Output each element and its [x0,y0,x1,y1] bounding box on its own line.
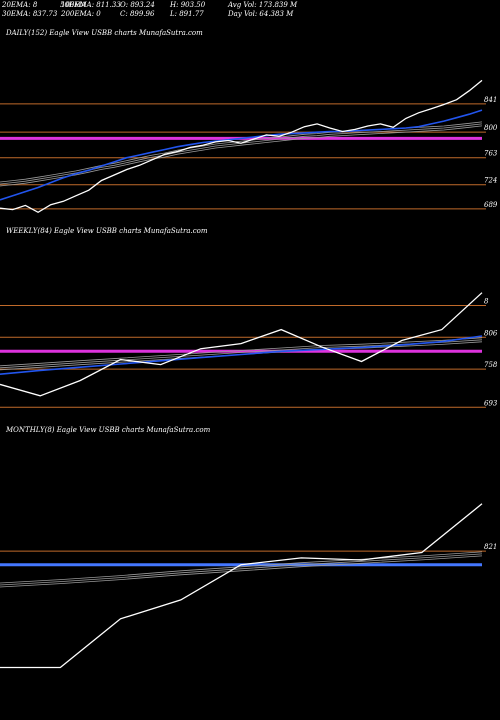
weekly-ema-short-line [0,335,483,375]
day-vol-stat: Day Vol: 64.383 M [227,10,294,18]
close-stat: C: 899.96 [120,10,155,18]
weekly-y-label: 758 [484,361,498,369]
weekly-chart-title: WEEKLY(84) Eagle View USBB charts Munafa… [6,227,208,235]
ema100-stat: 100EMA: 811.33 [61,1,121,9]
weekly-y-label: 8 [484,297,489,305]
daily-y-label: 800 [484,124,498,132]
daily-y-label: 841 [484,96,497,104]
monthly-chart-panel: MONTHLY(8) Eagle View USBB charts Munafa… [0,426,497,669]
daily-y-label: 689 [484,201,498,209]
daily-chart-title: DAILY(152) Eagle View USBB charts Munafa… [5,29,203,37]
daily-chart-panel: DAILY(152) Eagle View USBB charts Munafa… [0,29,498,214]
ema200-stat: 200EMA: 0 [60,10,101,18]
avg-vol-stat: Avg Vol: 173.839 M [227,1,298,9]
daily-ema-short-line [0,109,483,201]
weekly-price-line [0,292,483,397]
monthly-ema-long-line [0,551,483,584]
daily-price-line [0,79,483,214]
weekly-y-label: 693 [484,399,498,407]
daily-ema-long-line [0,125,483,187]
stats-header: 20EMA: 8 50EMA 100EMA: 811.33 O: 893.24 … [1,1,298,18]
weekly-y-label: 806 [484,329,498,337]
ema50-overlap-stat: 50EMA [60,1,86,9]
monthly-chart-title: MONTHLY(8) Eagle View USBB charts Munafa… [5,426,211,434]
monthly-ema-long-line [0,553,483,586]
open-stat: O: 893.24 [120,1,155,9]
ema30-stat: 30EMA: 837.73 [2,10,58,18]
monthly-y-label: 821 [484,543,497,551]
weekly-ema-long-line [0,337,483,367]
monthly-ema-long-line [0,555,483,588]
daily-y-label: 724 [484,177,497,185]
high-stat: H: 903.50 [169,1,206,9]
ema20-stat: 20EMA: 8 [1,1,38,9]
low-stat: L: 891.77 [169,10,204,18]
monthly-price-line [0,503,483,669]
daily-y-label: 763 [484,150,498,158]
weekly-chart-panel: WEEKLY(84) Eagle View USBB charts Munafa… [0,227,498,408]
